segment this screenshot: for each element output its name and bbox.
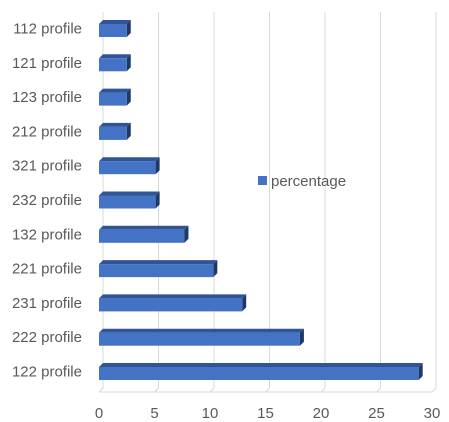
bar-front-face	[99, 126, 127, 140]
bar-top-face	[99, 225, 189, 230]
category-label: 232 profile	[12, 192, 82, 209]
legend-swatch	[258, 176, 267, 185]
bar-front-face	[99, 24, 127, 37]
category-label: 212 profile	[12, 123, 82, 140]
bar-top-face	[99, 122, 131, 127]
bar-132-profile	[99, 225, 189, 243]
category-label: 231 profile	[12, 295, 82, 312]
bar-front-face	[99, 298, 243, 312]
bar-front-face	[99, 367, 419, 380]
gridline-10	[209, 12, 215, 393]
bar-321-profile	[99, 157, 160, 175]
category-label: 123 profile	[12, 89, 82, 106]
x-axis-depth	[98, 387, 104, 393]
category-label: 122 profile	[12, 364, 82, 381]
x-tick-label: 15	[257, 405, 274, 422]
bar-top-face	[99, 54, 131, 59]
legend: percentage	[258, 173, 346, 190]
x-tick-label: 20	[313, 405, 330, 422]
x-tick-label: 0	[95, 405, 103, 422]
bar-end-face	[126, 54, 131, 72]
bar-222-profile	[99, 328, 304, 346]
bar-232-profile	[99, 191, 160, 209]
bar-top-face	[99, 157, 160, 162]
bar-front-face	[99, 332, 300, 346]
gridline-5	[154, 12, 159, 393]
gridline-15	[265, 12, 270, 393]
bar-top-face	[99, 328, 304, 333]
category-label: 221 profile	[12, 261, 82, 278]
bar-top-face	[99, 88, 131, 93]
bar-front-face	[99, 58, 127, 72]
bar-end-face	[418, 363, 423, 380]
x-tick-label: 25	[368, 405, 385, 422]
bar-front-face	[99, 161, 156, 175]
x-tick-label: 30	[424, 405, 441, 422]
bar-end-face	[126, 20, 131, 37]
gridline-25	[376, 12, 381, 393]
bar-end-face	[126, 122, 131, 140]
bar-221-profile	[99, 260, 218, 278]
bar-121-profile	[99, 54, 131, 72]
bar-top-face	[99, 363, 423, 367]
bar-front-face	[99, 92, 127, 106]
bar-end-face	[242, 294, 247, 312]
bar-top-face	[99, 294, 247, 299]
bar-top-face	[99, 191, 160, 196]
bars	[99, 20, 423, 380]
category-label: 112 profile	[13, 21, 82, 38]
x-tick-labels: 0 5 10 15 20 25 30	[95, 405, 441, 422]
x-tick-label: 5	[150, 405, 158, 422]
bar-end-face	[184, 225, 189, 243]
bar-231-profile	[99, 294, 247, 312]
category-label: 121 profile	[12, 55, 82, 72]
bar-front-face	[99, 195, 156, 209]
bar-front-face	[99, 264, 214, 278]
bar-122-profile	[99, 363, 423, 380]
bar-end-face	[213, 260, 218, 278]
bar-front-face	[99, 229, 185, 243]
category-label: 321 profile	[12, 158, 82, 175]
bar-123-profile	[99, 88, 131, 106]
bar-212-profile	[99, 122, 131, 140]
gridlines	[98, 12, 437, 393]
category-labels: 112 profile 121 profile 123 profile 212 pro…	[12, 21, 82, 381]
category-label: 222 profile	[12, 329, 82, 346]
legend-label: percentage	[271, 173, 346, 190]
bar-112-profile	[99, 20, 131, 37]
bar-end-face	[155, 191, 160, 209]
bar-end-face	[299, 328, 304, 346]
gridline-20	[320, 12, 326, 393]
x-tick-label: 10	[202, 405, 219, 422]
gridline-30	[431, 12, 437, 393]
bar-top-face	[99, 20, 131, 24]
bar-end-face	[126, 88, 131, 106]
bar-top-face	[99, 260, 218, 265]
bar-end-face	[155, 157, 160, 175]
category-label: 132 profile	[12, 226, 82, 243]
